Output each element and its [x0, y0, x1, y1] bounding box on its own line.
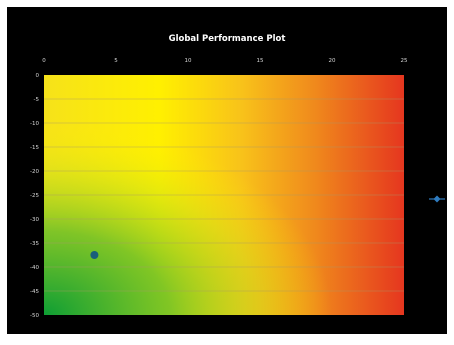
y-tick-label: -30	[30, 217, 39, 223]
y-tick-label: -5	[34, 97, 40, 103]
y-tick-label: -45	[30, 289, 39, 295]
y-tick-label: -40	[30, 265, 39, 271]
y-tick-label: -50	[30, 313, 39, 319]
grid-layer	[44, 98, 404, 292]
chart-title: Global Performance Plot	[169, 34, 286, 44]
y-tick-label: -35	[30, 241, 39, 247]
x-tick-layer: 0 5 10 15 20 25	[42, 58, 408, 64]
legend	[429, 195, 445, 203]
x-tick-label: 15	[257, 58, 264, 64]
y-tick-label: -10	[30, 121, 39, 127]
data-point	[90, 251, 99, 259]
legend-marker-icon	[433, 195, 441, 203]
x-tick-label: 20	[329, 58, 336, 64]
x-tick-label: 25	[401, 58, 408, 64]
y-tick-label: -20	[30, 169, 39, 175]
x-tick-label: 0	[42, 58, 46, 64]
y-tick-layer: 0 -5 -10 -15 -20 -25 -30 -35 -40 -45 -50	[30, 73, 39, 319]
x-tick-label: 5	[114, 58, 118, 64]
y-tick-label: -15	[30, 145, 39, 151]
x-tick-label: 10	[185, 58, 192, 64]
y-tick-label: 0	[36, 73, 40, 79]
y-tick-label: -25	[30, 193, 39, 199]
marker-layer	[90, 251, 99, 259]
